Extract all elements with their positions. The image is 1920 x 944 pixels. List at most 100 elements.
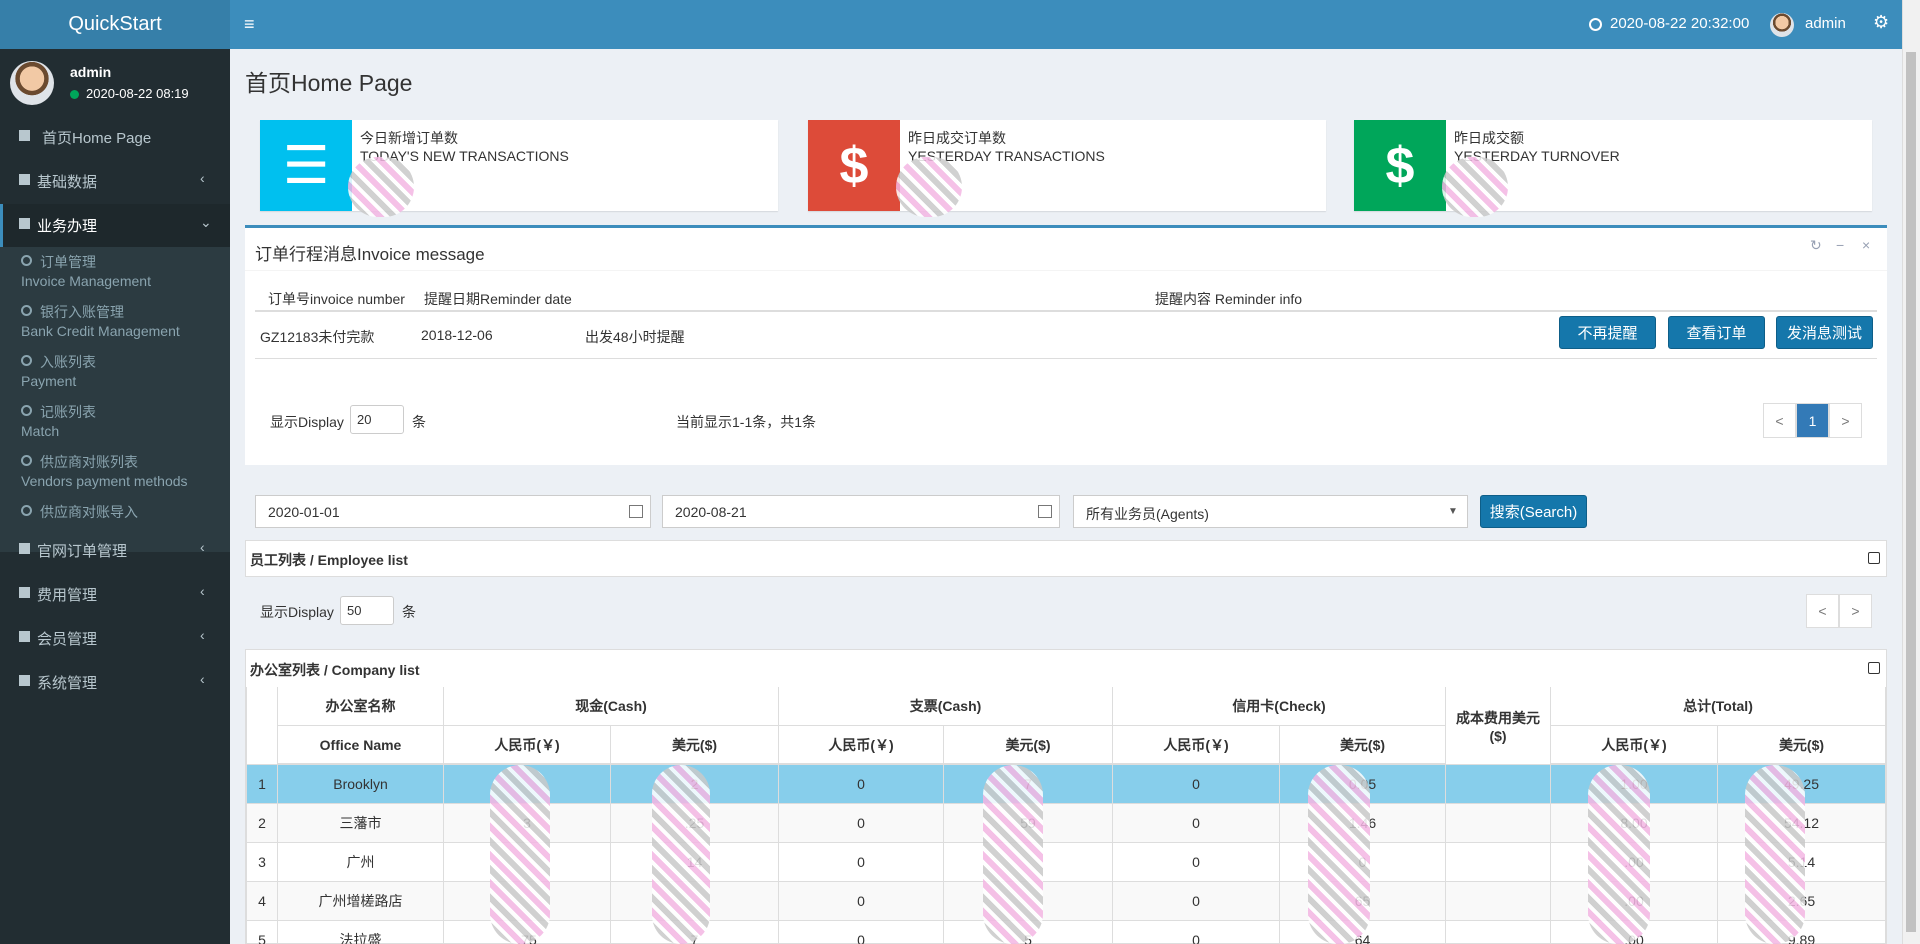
- info-label: 昨日成交额: [1454, 130, 1524, 146]
- header-cell: 人民币(￥): [779, 726, 944, 765]
- table-cell: 5: [246, 921, 278, 944]
- menu-icon: [19, 675, 30, 686]
- header-cell: 支票(Cash): [779, 687, 1113, 726]
- info-label: 今日新增订单数: [360, 130, 458, 146]
- collapse-icon[interactable]: [1868, 662, 1880, 674]
- obscured: [652, 765, 710, 944]
- submenu-bullet: [21, 455, 32, 466]
- header-cell: 美元($): [1718, 726, 1886, 765]
- header-datetime: 2020-08-22 20:32:00: [1610, 15, 1750, 32]
- info-box: ☰ 今日新增订单数 TODAY'S NEW TRANSACTIONS: [260, 120, 778, 211]
- table-cell: 4: [246, 882, 278, 921]
- panel-tool[interactable]: ×: [1862, 237, 1871, 253]
- menu-active: [0, 204, 230, 247]
- panel-tool[interactable]: −: [1836, 237, 1845, 253]
- obscured: [1308, 765, 1370, 944]
- obscured: [1442, 157, 1508, 217]
- header-cell: 总计(Total): [1551, 687, 1886, 726]
- panel-title: 订单行程消息Invoice message: [255, 245, 485, 264]
- menu-item[interactable]: 费用管理: [37, 587, 98, 604]
- obscured: [983, 765, 1043, 944]
- submenu-item[interactable]: 入账列表: [40, 354, 96, 370]
- table-cell: 广州增槎路店: [278, 882, 444, 921]
- table-cell: 0: [779, 921, 944, 944]
- column-header: 提醒内容 Reminder info: [1155, 291, 1303, 307]
- header-cell: [246, 687, 278, 765]
- action-button[interactable]: 查看订单: [1668, 316, 1765, 349]
- action-button[interactable]: 发消息测试: [1776, 316, 1873, 349]
- menu-item[interactable]: 会员管理: [37, 631, 98, 648]
- header-cell: 现金(Cash): [444, 687, 779, 726]
- table-cell: [1446, 921, 1551, 944]
- menu-icon: [19, 218, 30, 229]
- table-cell: 0: [1113, 804, 1280, 843]
- submenu-item[interactable]: 记账列表: [40, 404, 96, 420]
- table-cell: [1446, 882, 1551, 921]
- menu-item[interactable]: 系统管理: [37, 675, 98, 692]
- brand-bar[interactable]: QuickStart: [0, 0, 230, 49]
- header-cell: Office Name: [278, 726, 444, 765]
- cell: GZ12183未付完款: [260, 329, 375, 345]
- menu-caret: ⌄: [200, 214, 212, 230]
- page-button[interactable]: <: [1763, 403, 1796, 438]
- info-sublabel: TODAY'S NEW TRANSACTIONS: [360, 148, 569, 164]
- page-title: 首页Home Page: [245, 70, 413, 96]
- info-label: 昨日成交订单数: [908, 130, 1006, 146]
- column-header: 提醒日期Reminder date: [424, 291, 572, 307]
- table-cell: 0: [779, 765, 944, 804]
- header-cell: 信用卡(Check): [1113, 687, 1446, 726]
- obscured: [490, 765, 550, 944]
- collapse-icon[interactable]: [1868, 552, 1880, 564]
- menu-item[interactable]: 首页Home Page: [42, 130, 152, 147]
- table-cell: [1446, 765, 1551, 804]
- page-button[interactable]: 1: [1796, 403, 1829, 438]
- table-cell: 三藩市: [278, 804, 444, 843]
- submenu-item-en[interactable]: Payment: [21, 373, 77, 389]
- header-cell: 人民币(￥): [1551, 726, 1718, 765]
- table-cell: 0: [1113, 921, 1280, 944]
- submenu-item-en[interactable]: Match: [21, 423, 60, 439]
- search-button[interactable]: 搜索(Search): [1480, 495, 1587, 528]
- date-input[interactable]: 2020-01-01: [255, 495, 651, 528]
- header-user[interactable]: admin: [1805, 15, 1846, 32]
- employee-panel: 员工列表 / Employee list: [245, 540, 1887, 577]
- menu-icon: [19, 631, 30, 642]
- settings-icon[interactable]: ⚙: [1873, 12, 1890, 32]
- panel-tool[interactable]: ↻: [1810, 237, 1822, 253]
- page-size-select[interactable]: 50: [340, 596, 394, 625]
- submenu-item-en[interactable]: Vendors payment methods: [21, 473, 188, 489]
- page-button[interactable]: <: [1806, 594, 1839, 628]
- menu-item[interactable]: 业务办理: [37, 218, 98, 235]
- header-cell: 成本费用美元($): [1446, 687, 1551, 765]
- header-cell: 美元($): [611, 726, 779, 765]
- submenu-item[interactable]: 供应商对账列表: [40, 454, 138, 470]
- page-button[interactable]: >: [1839, 594, 1872, 628]
- page-button[interactable]: >: [1829, 403, 1862, 438]
- info-sublabel: YESTERDAY TRANSACTIONS: [908, 148, 1105, 164]
- submenu-item[interactable]: 银行入账管理: [40, 304, 124, 320]
- table-cell: [1446, 843, 1551, 882]
- scroll-thumb[interactable]: [1906, 52, 1916, 932]
- column-header: 订单号invoice number: [268, 291, 405, 307]
- table-cell: 3: [246, 843, 278, 882]
- menu-caret: ‹: [200, 671, 205, 687]
- unit: 条: [402, 604, 416, 620]
- date-input[interactable]: 2020-08-21: [662, 495, 1060, 528]
- avatar: [10, 61, 54, 105]
- header-cell: 人民币(￥): [444, 726, 611, 765]
- action-button[interactable]: 不再提醒: [1559, 316, 1656, 349]
- menu-toggle[interactable]: ≡: [244, 14, 255, 34]
- header-cell: 美元($): [944, 726, 1113, 765]
- submenu-item[interactable]: 订单管理: [40, 254, 96, 270]
- submenu-item-en[interactable]: Invoice Management: [21, 273, 151, 289]
- obscured: [348, 157, 414, 217]
- menu-item[interactable]: 基础数据: [37, 174, 98, 191]
- menu-item[interactable]: 官网订单管理: [37, 543, 128, 560]
- page-size-select[interactable]: 20: [350, 405, 404, 434]
- submenu-item-en[interactable]: Bank Credit Management: [21, 323, 180, 339]
- info-box: $ 昨日成交额 YESTERDAY TURNOVER: [1354, 120, 1872, 211]
- submenu-item[interactable]: 供应商对账导入: [40, 504, 138, 520]
- agents-select[interactable]: 所有业务员(Agents): [1073, 495, 1468, 528]
